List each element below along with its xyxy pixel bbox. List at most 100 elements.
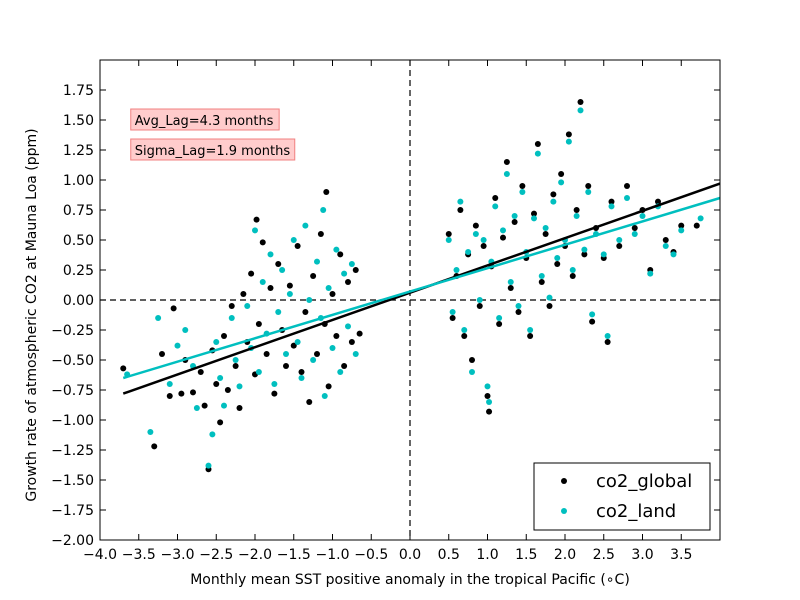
co2_land-point [484, 383, 491, 390]
co2_global-point [325, 383, 332, 390]
co2_land-point [503, 171, 510, 177]
co2_global-point [213, 381, 220, 387]
x-tick-label: 3.0 [631, 547, 653, 563]
co2_land-legend-marker [561, 508, 567, 514]
co2_global-point [469, 357, 475, 363]
y-tick-label: −1.50 [51, 473, 94, 489]
co2_global-point [693, 222, 700, 229]
co2_global-point [655, 198, 661, 205]
co2_global-point [511, 219, 518, 225]
x-axis-label-main: Monthly mean SST positive anomaly in the… [190, 572, 606, 588]
co2_global-point [224, 387, 231, 393]
co2_global-point [253, 216, 260, 223]
co2_land-point [639, 213, 646, 219]
co2_land-point [310, 357, 317, 363]
co2_global-point [283, 363, 289, 369]
x-tick-label: −3.5 [122, 547, 156, 563]
co2_global-point [201, 402, 208, 409]
co2_global-point [345, 279, 351, 285]
co2_global-point [317, 231, 324, 237]
co2_land-point [550, 198, 557, 205]
co2_global-point [581, 251, 588, 258]
co2_global-point [554, 261, 561, 267]
x-tick-label: −2.5 [199, 547, 233, 563]
co2_global-point [616, 243, 623, 249]
co2_global-point [534, 141, 541, 147]
co2_land-point [182, 327, 189, 333]
annotation-text: Sigma_Lag=1.9 months [135, 144, 291, 159]
co2_global-point [310, 273, 317, 279]
co2_global-point [531, 210, 537, 217]
co2_global-point [492, 195, 499, 201]
co2_land-point [255, 369, 262, 375]
co2_global-point [527, 333, 534, 339]
co2_land-point [320, 207, 327, 213]
co2_land-point [558, 179, 565, 186]
co2_land-point [469, 369, 475, 375]
co2_global-point [337, 251, 344, 258]
co2_land-point [352, 351, 359, 357]
co2_land-point [345, 323, 351, 330]
co2_land-point [294, 339, 301, 345]
y-tick-label: −1.25 [51, 443, 94, 459]
co2_global-point [496, 321, 503, 327]
co2_global-point [356, 330, 363, 337]
co2_land-point [581, 246, 588, 253]
co2_land-point [333, 246, 340, 253]
co2_land-point [546, 294, 553, 301]
co2_global-point [240, 291, 247, 297]
co2_land-point [147, 429, 154, 435]
y-tick-label: −0.75 [51, 383, 94, 399]
co2_global-point [232, 363, 239, 369]
co2_global-point [267, 285, 274, 291]
co2_land-point [325, 285, 332, 291]
co2_land-point [213, 339, 220, 345]
co2_land-point [461, 327, 468, 333]
co2_land-point [554, 255, 561, 261]
co2_land-fit-line [122, 196, 721, 380]
x-tick-label: 1.5 [515, 547, 537, 563]
co2_global-point [484, 393, 491, 399]
co2_global-point [271, 390, 278, 397]
co2_global-point [259, 239, 266, 246]
annotation-box [130, 108, 280, 131]
co2_global-point [159, 351, 165, 357]
co2_global-point [341, 363, 348, 369]
co2_land-point [472, 231, 479, 237]
co2_global-point [255, 321, 262, 327]
co2_global-point [236, 405, 243, 411]
co2_land-point [577, 107, 584, 114]
co2_land-point [519, 189, 526, 195]
y-tick-label: 0.75 [63, 203, 94, 219]
annotation-box [130, 138, 296, 161]
co2_land-point [631, 231, 638, 237]
y-tick-label: −1.75 [51, 503, 94, 519]
co2_land-point [155, 315, 162, 321]
co2_land-point [624, 195, 630, 201]
y-tick-label: 0.50 [63, 233, 94, 249]
co2_land-point [511, 213, 518, 219]
co2_land-point [496, 315, 503, 321]
co2_land-point [492, 203, 499, 210]
co2_land-point [228, 315, 235, 321]
co2_global-point [166, 393, 173, 399]
x-tick-label: 0.0 [399, 547, 421, 563]
co2_land-point [500, 227, 506, 234]
co2_global-point [558, 171, 565, 177]
co2_land-point [283, 351, 289, 357]
co2_global-point [577, 99, 584, 105]
co2_land-point [453, 267, 460, 273]
co2_global-point [585, 183, 592, 189]
co2_global-point [302, 309, 309, 315]
co2_land-point [569, 267, 576, 273]
co2_land-point [341, 270, 348, 277]
co2_land-point [348, 261, 355, 267]
y-tick-label: 1.25 [63, 143, 94, 159]
reference-lines [100, 60, 720, 540]
legend: co2_global co2_land [533, 462, 711, 531]
x-tick-label: −1.0 [316, 547, 350, 563]
co2_land-point [515, 303, 522, 309]
co2_land-point [445, 237, 452, 243]
axis-ticks: −4.0 −3.5 −3.0 −2.5 −2.0 −1.5 −1.0 −0.5 0.0 0.5 1.… [51, 60, 720, 563]
